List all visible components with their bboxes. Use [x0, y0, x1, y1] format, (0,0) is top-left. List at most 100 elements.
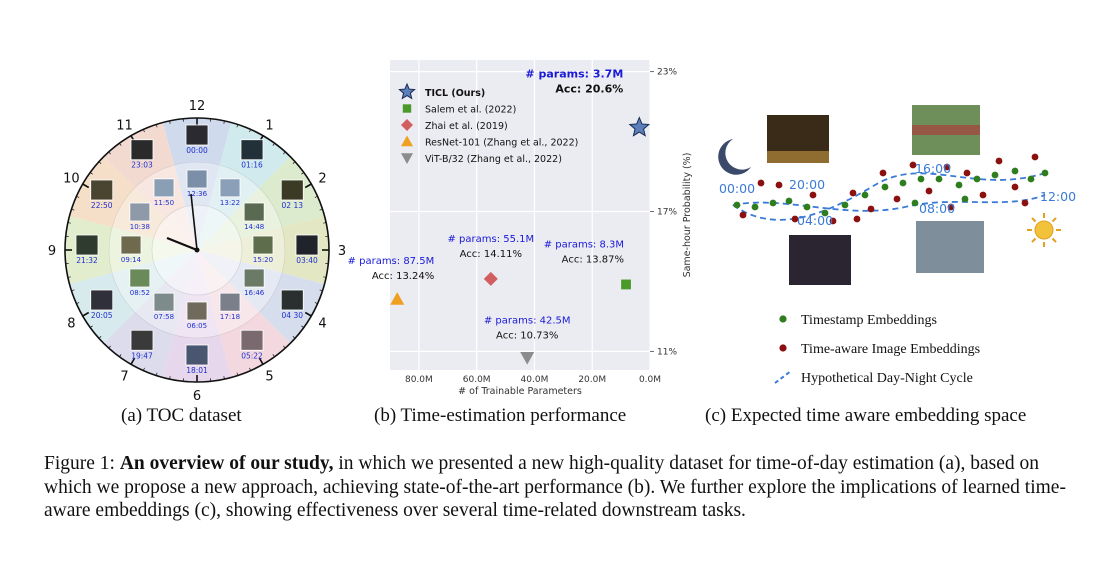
photo-thumbnail — [252, 235, 274, 255]
clock-number: 3 — [338, 244, 346, 259]
x-tick-label: 0.0M — [639, 375, 661, 385]
scatter-chart: 80.0M 60.0M 40.0M 20.0M 0.0M 23% 17% 11% # of Tr… — [348, 60, 693, 397]
photo-thumbnail — [75, 234, 99, 256]
clock-tick — [236, 124, 239, 128]
clock-tick — [71, 289, 75, 292]
clock-center — [194, 247, 200, 253]
clock-tick — [130, 357, 136, 365]
image-embedding-dot — [1011, 183, 1019, 191]
param-annotation: # params: 87.5M — [348, 256, 435, 267]
photo-thumbnail — [130, 329, 154, 351]
legend-label: Hypothetical Day-Night Cycle — [801, 371, 973, 386]
photo-time-label: 13:22 — [220, 199, 240, 207]
clock-tick — [272, 143, 275, 146]
caption-b: (b) Time-estimation performance — [374, 405, 627, 426]
photo-thumbnail — [295, 234, 319, 256]
clock-tick — [98, 336, 102, 339]
timestamp-embedding-dot — [917, 175, 925, 183]
photo-time-label: 12:36 — [187, 190, 208, 198]
clock-tick — [142, 367, 145, 371]
param-annotation: # params: 8.3M — [544, 239, 624, 250]
param-annotation: # params: 3.7M — [525, 68, 623, 81]
clock-tick — [119, 354, 122, 357]
image-embedding-dot — [809, 191, 817, 199]
photo-time-label: 14:48 — [244, 223, 264, 231]
x-tick-label: 60.0M — [463, 375, 491, 385]
caption-c: (c) Expected time aware embedding space — [705, 405, 1027, 426]
day-night-cycle-curve — [732, 194, 1046, 212]
clock-tick — [76, 302, 80, 305]
timestamp-embedding-dot — [861, 191, 869, 199]
timestamp-embedding-dot — [1027, 175, 1035, 183]
photo-thumbnail — [129, 202, 151, 222]
legend-marker — [779, 344, 787, 352]
clock-tick — [98, 161, 102, 164]
photo-time-label: 06:05 — [187, 322, 207, 330]
acc-annotation: Acc: 13.24% — [372, 271, 434, 282]
image-embedding-dot — [943, 163, 951, 171]
clock-sector — [197, 122, 291, 250]
clock-tick — [67, 222, 71, 224]
legend-label: Time-aware Image Embeddings — [801, 342, 980, 357]
clock-sector — [197, 250, 291, 378]
clock-sector — [103, 250, 197, 378]
data-point — [621, 279, 631, 290]
clock-tick — [301, 325, 304, 328]
legend-marker — [779, 315, 787, 323]
clock-number: 5 — [265, 370, 273, 385]
legend-label: Timestamp Embeddings — [801, 313, 937, 328]
sun-ray — [1051, 217, 1057, 223]
clock-tick — [119, 143, 122, 146]
clock-tick — [223, 120, 225, 124]
legend-marker — [774, 370, 792, 384]
image-embedding-dot — [829, 217, 837, 225]
clock-number: 11 — [116, 118, 133, 133]
clock-tick — [272, 354, 275, 357]
clock-tick — [223, 376, 225, 380]
clock-tick — [301, 172, 304, 175]
photo-thumbnail — [130, 139, 154, 161]
time-label: 16:00 — [915, 161, 951, 176]
minute-hand — [190, 193, 198, 251]
timestamp-embedding-dot — [911, 199, 919, 207]
data-point — [520, 352, 535, 365]
embedding-figure: 00:00 20:00 04:00 16:00 08:00 12:00 Timestamp … — [718, 105, 1076, 386]
photo-thumbnail — [280, 289, 304, 311]
clock-number: 7 — [120, 370, 128, 385]
legend-label: TICL (Ours) — [425, 88, 485, 99]
clock-tick — [82, 183, 90, 189]
timestamp-embedding-dot — [751, 203, 759, 211]
timestamp-embedding-dot — [1011, 167, 1019, 175]
photo-thumbnail — [240, 139, 264, 161]
photo-thumbnail — [240, 329, 264, 351]
clock-tick — [314, 302, 318, 305]
timestamp-embedding-dot — [935, 175, 943, 183]
image-embedding-dot — [879, 169, 887, 177]
photo-night-lights — [767, 151, 829, 163]
clock-tick — [169, 376, 171, 380]
clock-number: 2 — [318, 172, 326, 187]
clock-tick — [155, 124, 158, 128]
clock-number: 12 — [189, 99, 206, 114]
clock-tick — [283, 151, 286, 155]
timestamp-embedding-dot — [961, 195, 969, 203]
day-night-cycle-curve — [732, 172, 1046, 221]
timestamp-embedding-dot — [881, 183, 889, 191]
clock-tick — [108, 345, 111, 349]
param-annotation: # params: 55.1M — [447, 234, 534, 245]
photo-thumbnail — [129, 268, 151, 288]
photo-thumbnail — [90, 179, 114, 201]
image-embedding-dot — [1031, 153, 1039, 161]
photo-night-city — [789, 235, 851, 285]
clock-tick — [76, 195, 80, 198]
photo-thumbnail — [120, 235, 142, 255]
image-embedding-dot — [995, 157, 1003, 165]
photo-time-label: 17:18 — [220, 313, 240, 321]
timestamp-embedding-dot — [785, 197, 793, 205]
acc-annotation: Acc: 10.73% — [496, 331, 558, 342]
image-embedding-dot — [757, 179, 765, 187]
y-tick-label: 23% — [657, 68, 677, 78]
clock-tick — [90, 172, 93, 175]
caption-a: (a) TOC dataset — [121, 405, 242, 426]
clock-tick — [82, 311, 90, 317]
